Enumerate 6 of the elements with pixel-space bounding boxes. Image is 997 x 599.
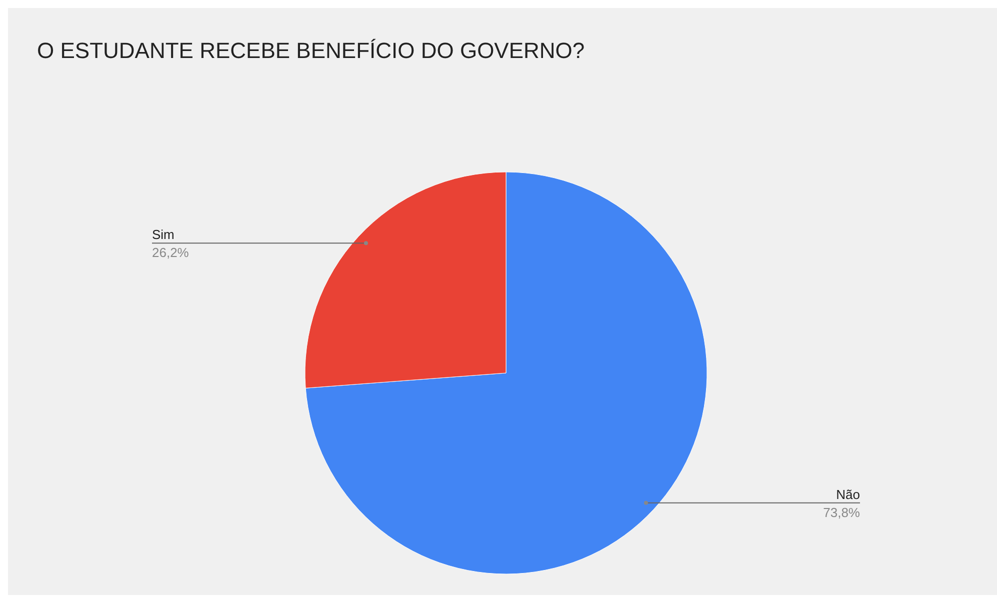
data-label: 26,2% bbox=[152, 245, 190, 260]
slice-label: Não bbox=[836, 486, 860, 502]
chart-title: O ESTUDANTE RECEBE BENEFÍCIO DO GOVERNO? bbox=[37, 38, 585, 63]
pie-slice bbox=[305, 172, 708, 574]
data-label: 73,8% bbox=[823, 504, 860, 520]
slice-label: Sim bbox=[152, 227, 174, 242]
